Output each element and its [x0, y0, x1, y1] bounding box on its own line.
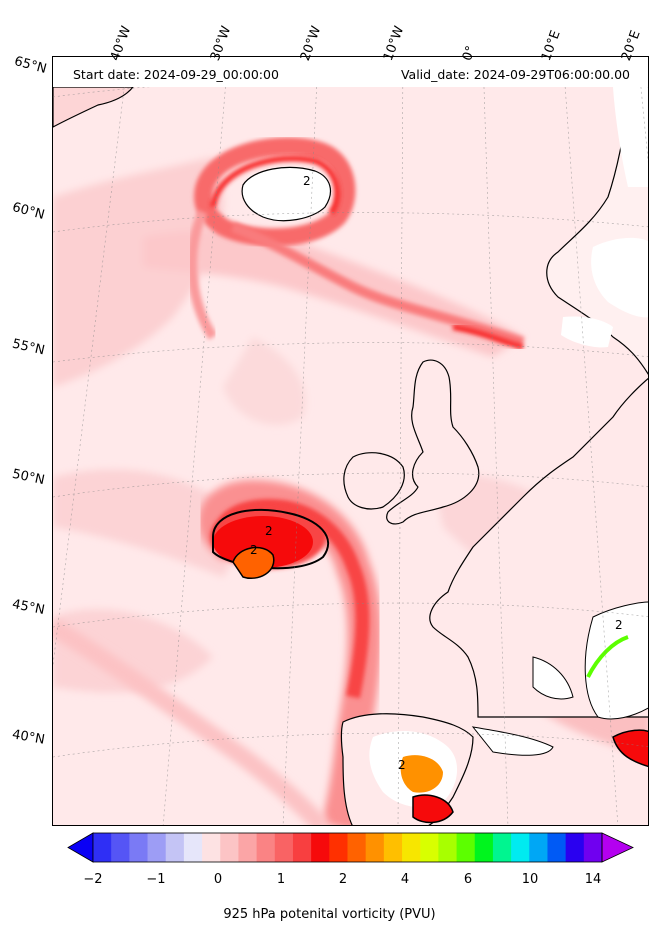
- colorbar-tick-label: −1: [146, 872, 166, 887]
- colorbar-cell: [329, 833, 348, 862]
- iceland: [241, 166, 332, 222]
- contour-label: 2: [615, 618, 623, 632]
- latitude-label: 50°N: [10, 466, 46, 489]
- greenland-coast: [53, 86, 135, 128]
- contour-label: 2: [250, 543, 258, 557]
- graticule: [53, 57, 648, 825]
- valid-date-text: Valid_date: 2024-09-29T06:00:00.00: [400, 67, 630, 82]
- contour-label: 2: [398, 758, 406, 772]
- pv-cyclone: [53, 479, 382, 825]
- colorbar-tick-label: 6: [463, 872, 473, 887]
- latitude-label: 55°N: [10, 336, 47, 359]
- colorbar-cell: [547, 833, 567, 862]
- colorbar-cell: [111, 833, 130, 862]
- colorbar-cell: [256, 833, 276, 862]
- colorbar-cell: [220, 833, 239, 862]
- latitude-label: 40°N: [10, 727, 46, 748]
- colorbar-cell: [238, 833, 258, 862]
- pv-iceland-ring: [187, 137, 525, 350]
- contour-labels: 2 2 2 2 2: [250, 174, 623, 772]
- colorbar-cell: [93, 833, 112, 862]
- colorbar-cell: [565, 833, 585, 862]
- colorbar-cell: [529, 833, 548, 862]
- colorbar-cell: [365, 833, 385, 862]
- colorbar-extend-low: [67, 832, 94, 863]
- iberia: [340, 601, 648, 825]
- colorbar-tick-label: 4: [400, 872, 410, 887]
- colorbar-cell: [147, 833, 167, 862]
- colorbar-cell: [202, 833, 221, 862]
- colorbar-cell: [456, 833, 476, 862]
- colorbar-tick-label: −2: [83, 872, 103, 887]
- colorbar-tick-label: 1: [276, 872, 286, 887]
- colorbar-frame: [92, 832, 603, 863]
- colorbar-cell: [583, 833, 603, 862]
- colorbar-cell: [274, 833, 294, 862]
- colorbar-cell: [383, 833, 403, 862]
- scandinavia: [546, 86, 648, 375]
- colorbar-tick-label: 2: [338, 872, 348, 887]
- latitude-label: 45°N: [10, 597, 46, 618]
- colorbar-tick-label: 0: [213, 872, 223, 887]
- colorbar-cell: [511, 833, 530, 862]
- title-band: Start date: 2024-09-29_00:00:00 Valid_da…: [53, 57, 648, 87]
- colorbar-cell: [292, 833, 312, 862]
- colorbar-cell: [183, 833, 203, 862]
- colorbar-tick-label: 10: [521, 872, 539, 887]
- start-date-text: Start date: 2024-09-29_00:00:00: [73, 67, 279, 82]
- colorbar-cell: [402, 833, 421, 862]
- colorbar-tick-label: 14: [584, 872, 602, 887]
- colorbar-cell: [438, 833, 458, 862]
- contour-label: 2: [303, 174, 311, 188]
- contour-label: 2: [265, 524, 273, 538]
- map-panel: 2 2 2 2 2 Start date: 2024-09-29_00:00:0…: [52, 56, 649, 826]
- colorbar-cell: [420, 833, 439, 862]
- colorbar-cell: [129, 833, 149, 862]
- pv-map: 2 2 2 2 2: [53, 57, 648, 825]
- colorbar-cell: [311, 833, 330, 862]
- latitude-label: 65°N: [12, 54, 49, 77]
- colorbar-cell: [474, 833, 494, 862]
- colorbar-cell: [347, 833, 367, 862]
- colorbar-title: 925 hPa potenital vorticity (PVU): [223, 907, 436, 922]
- latitude-label: 60°N: [10, 200, 47, 223]
- british-isles: [343, 359, 480, 525]
- colorbar-extend-high: [601, 832, 634, 863]
- colorbar-cell: [165, 833, 185, 862]
- colorbar-cell: [492, 833, 512, 862]
